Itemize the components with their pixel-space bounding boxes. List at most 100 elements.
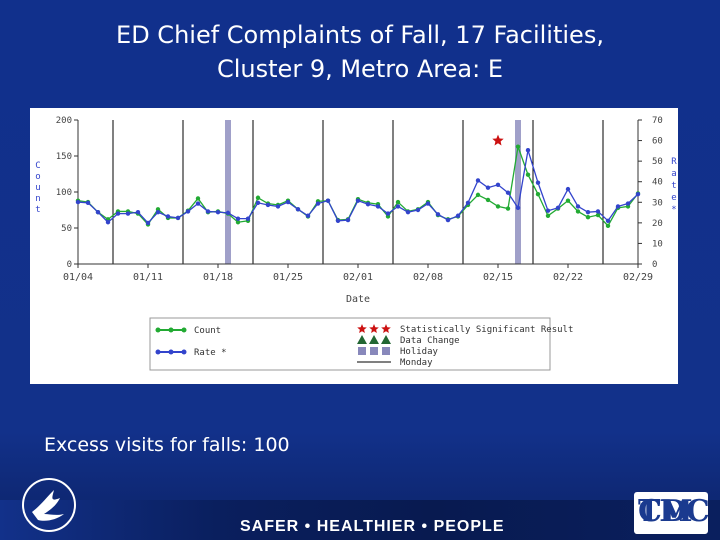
data-point-rate <box>115 211 121 216</box>
data-point-rate <box>465 200 471 205</box>
footer-bar <box>0 500 720 540</box>
data-point-rate <box>365 202 371 207</box>
y-right-tick-label: 0 <box>652 260 657 270</box>
y-left-label-char: u <box>35 183 40 193</box>
y-left-label-char: t <box>35 205 40 215</box>
x-tick-label: 02/29 <box>623 272 653 283</box>
y-right-label-char: t <box>671 181 676 191</box>
data-point-rate <box>485 185 491 190</box>
legend-label: Holiday <box>400 347 439 357</box>
data-point-rate <box>305 213 311 218</box>
y-left-tick-label: 150 <box>56 152 72 162</box>
y-right-tick-label: 10 <box>652 239 663 249</box>
y-left-label-char: C <box>35 161 40 171</box>
y-right-tick-label: 50 <box>652 157 663 167</box>
y-right-tick-label: 60 <box>652 137 663 147</box>
data-point-rate <box>395 204 401 209</box>
slide-title: ED Chief Complaints of Fall, 17 Faciliti… <box>0 18 720 86</box>
chart-svg: 0 50 100 150 200 0 10 20 30 40 50 60 70 01/04 01/11 01/… <box>35 116 677 371</box>
data-point-rate <box>235 216 241 221</box>
legend-box <box>149 317 551 371</box>
legend-label: Monday <box>400 358 433 368</box>
data-point-rate <box>415 207 421 213</box>
data-point-rate <box>455 213 461 218</box>
data-point-rate <box>205 209 211 214</box>
data-point-rate <box>475 178 481 183</box>
data-point-rate <box>585 209 591 215</box>
x-tick-label: 02/22 <box>553 272 583 283</box>
y-left-tick-label: 0 <box>67 260 72 270</box>
data-point-rate <box>435 212 441 217</box>
x-tick-label: 02/08 <box>413 272 443 283</box>
data-point-rate <box>185 209 191 214</box>
data-point-rate <box>345 217 351 223</box>
x-tick-label: 02/01 <box>343 272 373 283</box>
data-point-count <box>525 172 531 177</box>
data-point-count <box>565 198 571 203</box>
holiday-band <box>225 120 231 264</box>
data-point-rate <box>605 218 611 223</box>
legend-star <box>369 324 379 333</box>
y-left-label-char: n <box>35 194 40 204</box>
data-point-rate <box>95 209 101 215</box>
data-point-rate <box>255 200 261 205</box>
legend-label: Rate * <box>194 348 227 358</box>
data-point-rate <box>315 201 321 206</box>
data-point-count <box>475 192 481 198</box>
legend-square <box>382 347 390 355</box>
excess-visits-text: Excess visits for falls: 100 <box>44 434 290 456</box>
data-point-count <box>515 144 521 149</box>
legend-label: Data Change <box>400 336 460 346</box>
data-point-count <box>495 204 501 209</box>
data-point-rate <box>325 198 331 203</box>
data-point-rate <box>225 210 231 216</box>
data-point-count <box>255 195 261 200</box>
footer-tagline: SAFER • HEALTHIER • PEOPLE <box>240 518 505 535</box>
cdc-logo: CDC TM <box>634 492 710 534</box>
data-point-count <box>585 215 591 220</box>
legend-star <box>381 324 391 333</box>
data-point-count <box>535 191 541 197</box>
data-point-rate <box>385 211 391 216</box>
data-point-rate <box>175 215 181 221</box>
y-left-tick-label: 100 <box>56 188 72 198</box>
data-point-rate <box>145 220 151 226</box>
data-point-rate <box>595 209 601 214</box>
x-tick-label: 01/18 <box>203 272 233 283</box>
data-point-count <box>485 197 491 203</box>
x-tick-label: 01/25 <box>273 272 303 283</box>
legend-marker <box>155 349 161 355</box>
legend-star <box>357 324 367 333</box>
data-point-rate <box>545 208 551 213</box>
legend-marker <box>181 327 187 333</box>
data-point-rate <box>285 199 291 205</box>
y-right-tick-label: 70 <box>652 116 663 126</box>
data-point-count <box>235 220 241 225</box>
y-left-label-char: o <box>35 172 40 182</box>
y-right-tick-label: 40 <box>652 178 663 188</box>
data-point-rate <box>275 204 281 209</box>
y-right-label-char: * <box>671 205 676 215</box>
data-point-count <box>395 199 401 205</box>
y-right-label-char: R <box>671 157 677 167</box>
data-point-rate <box>335 218 341 223</box>
y-right-label-char: e <box>671 193 676 203</box>
data-point-rate <box>445 217 451 223</box>
cdc-logo-text: CDC <box>638 494 710 529</box>
legend-marker <box>181 349 187 355</box>
data-point-rate <box>635 191 641 197</box>
data-point-rate <box>85 200 91 205</box>
data-point-count <box>605 223 611 229</box>
data-point-rate <box>535 180 541 185</box>
data-point-count <box>505 206 511 211</box>
data-point-rate <box>295 207 301 212</box>
data-point-rate <box>245 216 251 221</box>
y-right-label-char: a <box>671 169 676 179</box>
data-point-rate <box>105 220 111 225</box>
legend-triangle <box>369 335 379 344</box>
legend-triangle <box>357 335 367 344</box>
data-point-rate <box>155 209 161 215</box>
chart-panel: 0 50 100 150 200 0 10 20 30 40 50 60 70 01/04 01/11 01/… <box>30 108 678 384</box>
data-point-rate <box>625 201 631 206</box>
data-point-rate <box>195 201 201 206</box>
